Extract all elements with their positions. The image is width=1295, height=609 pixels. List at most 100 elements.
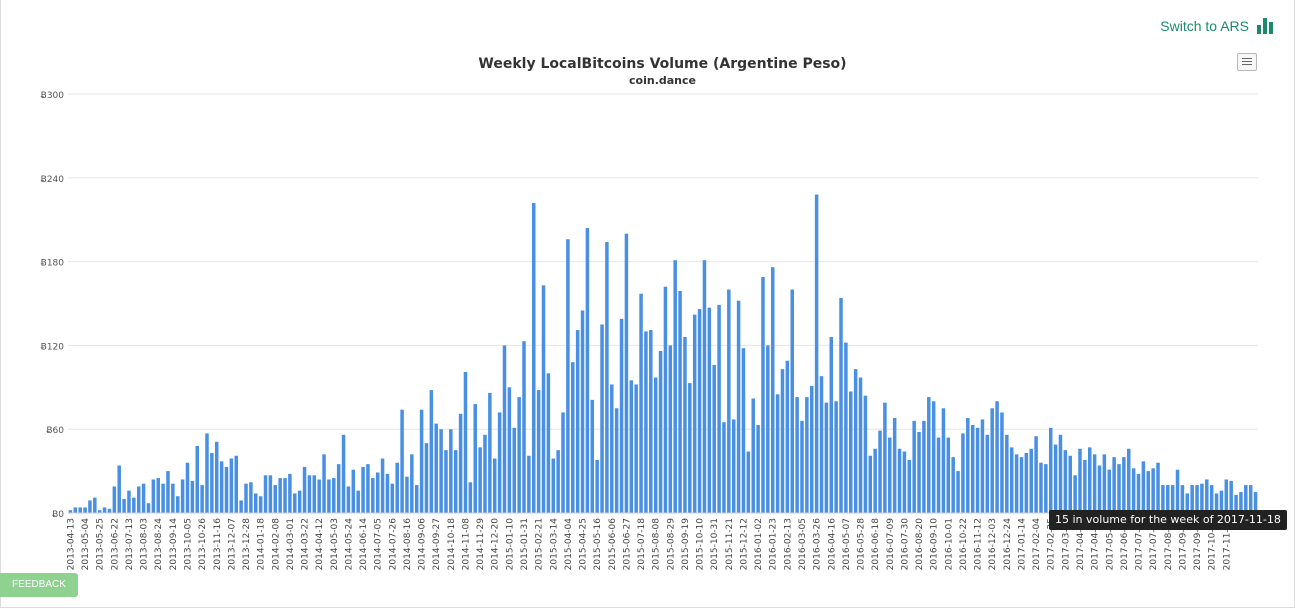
x-tick-label: 2015-07-18 <box>637 518 647 571</box>
bar <box>1141 461 1146 513</box>
bar <box>410 454 414 513</box>
x-tick-label: 2016-10-01 <box>944 518 954 570</box>
bar <box>644 331 648 513</box>
bar <box>663 286 668 513</box>
bar <box>83 507 87 513</box>
bar <box>1185 493 1190 513</box>
x-tick-label: 2015-04-04 <box>564 518 574 571</box>
bar <box>566 239 570 513</box>
bar <box>790 289 794 513</box>
bar <box>536 390 541 513</box>
bar <box>117 465 121 513</box>
bar-chart-icon <box>1257 18 1273 34</box>
bar <box>868 455 873 513</box>
bar <box>151 479 156 513</box>
bar <box>985 434 990 513</box>
bar <box>741 348 746 513</box>
feedback-button[interactable]: FEEDBACK <box>0 573 78 597</box>
bar <box>834 401 838 513</box>
bar <box>210 452 214 513</box>
bar <box>541 285 546 513</box>
bar <box>1195 485 1199 513</box>
bar <box>975 427 980 513</box>
bar <box>1180 485 1185 513</box>
bar <box>205 433 209 513</box>
x-tick-label: 2015-06-06 <box>608 518 618 571</box>
bar <box>1161 485 1165 513</box>
bar <box>249 482 253 513</box>
bar <box>839 297 843 513</box>
x-tick-label: 2014-01-18 <box>257 518 267 571</box>
bar <box>1053 444 1058 513</box>
bar <box>1044 464 1048 513</box>
bar <box>1190 485 1194 513</box>
bar <box>351 469 356 513</box>
bar <box>1068 455 1072 513</box>
bar <box>214 441 219 513</box>
hamburger-menu-icon[interactable] <box>1237 53 1257 71</box>
bar <box>73 507 78 513</box>
bar <box>263 475 268 513</box>
bar <box>605 242 609 513</box>
switch-currency-button[interactable]: Switch to ARS <box>1160 18 1273 34</box>
bar <box>888 437 892 513</box>
bar <box>844 342 848 513</box>
bar <box>97 510 102 513</box>
bar <box>575 330 580 513</box>
bar <box>995 401 999 513</box>
bar <box>234 455 239 513</box>
y-tick-label: Ƀ300 <box>41 91 65 101</box>
bar <box>849 391 853 513</box>
bar <box>1200 483 1204 513</box>
x-tick-label: 2014-03-22 <box>301 518 311 570</box>
bar <box>800 420 804 513</box>
bar <box>332 478 336 513</box>
switch-currency-label: Switch to ARS <box>1160 18 1249 34</box>
bar <box>88 500 92 513</box>
bar <box>1097 465 1102 513</box>
bar <box>751 398 755 513</box>
bar <box>478 447 482 513</box>
bar <box>229 458 234 513</box>
bar <box>1117 464 1121 513</box>
x-tick-label: 2013-12-07 <box>227 518 237 570</box>
bar <box>1151 468 1155 513</box>
bar <box>805 397 809 513</box>
x-tick-label: 2017-09-02 <box>1178 518 1188 570</box>
bar <box>1175 469 1180 513</box>
bar <box>941 408 946 513</box>
x-tick-label: 2014-09-06 <box>418 518 428 571</box>
bar <box>146 503 151 513</box>
bar <box>122 499 126 513</box>
bar <box>239 500 243 513</box>
bar <box>1112 457 1116 513</box>
bar <box>1063 450 1068 513</box>
bar <box>551 458 556 513</box>
x-tick-label: 2017-11-04 <box>1222 518 1232 571</box>
bar <box>1131 468 1136 513</box>
bar <box>175 496 180 513</box>
bar <box>766 345 770 513</box>
bar <box>254 493 258 513</box>
x-tick-label: 2014-09-27 <box>432 518 442 570</box>
x-tick-label: 2016-01-23 <box>769 518 779 570</box>
bar <box>912 420 916 513</box>
bar <box>897 448 902 513</box>
bar <box>1156 462 1160 513</box>
bar <box>166 471 170 513</box>
bar <box>439 429 443 513</box>
chart-tooltip: 15 in volume for the week of 2017-11-18 <box>1049 510 1287 530</box>
bar <box>931 401 936 513</box>
bar <box>200 485 204 513</box>
bar <box>161 483 165 513</box>
bar <box>727 289 731 513</box>
bar <box>917 431 921 513</box>
bar <box>571 362 575 513</box>
x-tick-label: 2015-02-21 <box>535 518 545 570</box>
bar <box>1087 447 1092 513</box>
x-tick-label: 2017-08-12 <box>1164 518 1174 570</box>
bar <box>371 478 375 513</box>
bar <box>244 483 248 513</box>
bar <box>878 430 882 513</box>
